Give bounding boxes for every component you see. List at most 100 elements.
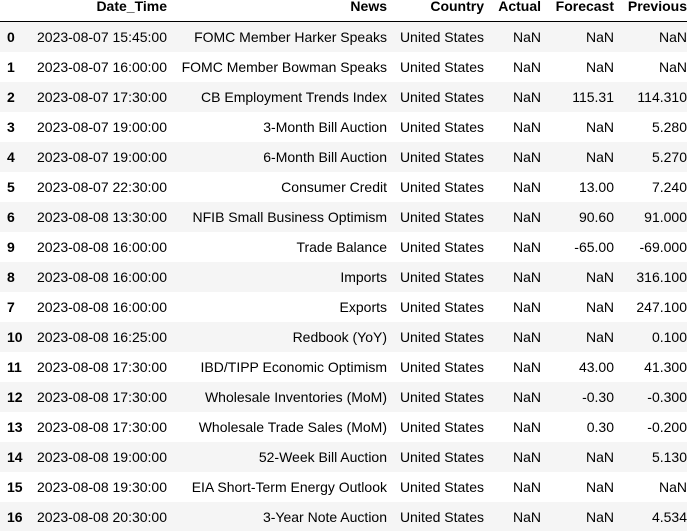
table-row: 1 2023-08-07 16:00:00 FOMC Member Bowman S… [0,52,687,82]
table-row: 16 2023-08-08 20:30:00 3-Year Note Auction… [0,502,687,531]
cell-forecast: NaN [585,59,614,75]
header-index [0,0,30,22]
cell-previous: 4.534 [651,509,687,525]
header-country: Country [430,0,484,14]
table-row: 14 2023-08-08 19:00:00 52-Week Bill Auctio… [0,442,687,472]
row-index: 13 [7,419,23,435]
cell-previous: NaN [658,29,687,45]
row-index: 16 [7,509,23,525]
table-row: 6 2023-08-08 13:30:00 NFIB Small Business … [0,202,687,232]
table-row: 4 2023-08-07 19:00:00 6-Month Bill Auction… [0,142,687,172]
cell-date-time: 2023-08-08 19:00:00 [37,449,167,465]
cell-news: EIA Short-Term Energy Outlook [191,479,387,495]
table-row: 9 2023-08-08 16:00:00 Trade Balance United … [0,232,687,262]
row-index: 15 [7,479,23,495]
cell-actual: NaN [512,269,541,285]
table-row: 3 2023-08-07 19:00:00 3-Month Bill Auction… [0,112,687,142]
cell-country: United States [399,89,484,105]
cell-news: 3-Month Bill Auction [263,119,387,135]
cell-news: NFIB Small Business Optimism [192,209,387,225]
cell-date-time: 2023-08-08 16:00:00 [37,299,167,315]
cell-news: Redbook (YoY) [292,329,387,345]
cell-country: United States [399,449,484,465]
cell-country: United States [399,329,484,345]
cell-news: Imports [340,269,387,285]
cell-date-time: 2023-08-08 20:30:00 [37,509,167,525]
cell-news: IBD/TIPP Economic Optimism [200,359,387,375]
table-row: 7 2023-08-08 16:00:00 Exports United States… [0,292,687,322]
cell-previous: -69.000 [639,239,687,255]
row-index: 14 [7,449,23,465]
cell-country: United States [399,119,484,135]
cell-country: United States [399,179,484,195]
cell-previous: 247.100 [636,299,687,315]
header-news: News [350,0,387,14]
cell-country: United States [399,29,484,45]
cell-country: United States [399,149,484,165]
cell-news: Wholesale Inventories (MoM) [204,389,387,405]
cell-actual: NaN [512,209,541,225]
cell-actual: NaN [512,389,541,405]
cell-forecast: NaN [585,299,614,315]
cell-forecast: NaN [585,119,614,135]
table-row: 10 2023-08-08 16:25:00 Redbook (YoY) United… [0,322,687,352]
cell-actual: NaN [512,59,541,75]
cell-date-time: 2023-08-08 19:30:00 [37,479,167,495]
cell-date-time: 2023-08-08 13:30:00 [37,209,167,225]
cell-country: United States [399,389,484,405]
table-row: 12 2023-08-08 17:30:00 Wholesale Inventori… [0,382,687,412]
cell-actual: NaN [512,89,541,105]
row-index: 4 [7,149,15,165]
cell-date-time: 2023-08-08 16:25:00 [37,329,167,345]
cell-actual: NaN [512,419,541,435]
cell-country: United States [399,509,484,525]
cell-actual: NaN [512,359,541,375]
header-forecast: Forecast [555,0,614,14]
cell-date-time: 2023-08-07 19:00:00 [37,119,167,135]
header-actual: Actual [498,0,541,14]
header-row: Date_Time News Country Actual Forecast P… [0,0,687,22]
cell-previous: 114.310 [637,89,687,105]
cell-news: 6-Month Bill Auction [263,149,387,165]
row-index: 7 [7,299,15,315]
cell-news: CB Employment Trends Index [201,89,387,105]
cell-forecast: 13.00 [578,179,614,195]
cell-previous: -0.200 [647,419,687,435]
cell-news: Wholesale Trade Sales (MoM) [198,419,387,435]
cell-forecast: NaN [585,269,614,285]
cell-actual: NaN [512,179,541,195]
cell-date-time: 2023-08-07 19:00:00 [37,149,167,165]
row-index: 12 [7,389,23,405]
cell-previous: 7.240 [651,179,687,195]
row-index: 5 [7,179,15,195]
row-index: 2 [7,89,15,105]
cell-country: United States [399,359,484,375]
cell-news: FOMC Member Harker Speaks [194,29,387,45]
cell-news: Trade Balance [296,239,387,255]
cell-previous: 5.280 [651,119,687,135]
table-row: 13 2023-08-08 17:30:00 Wholesale Trade Sal… [0,412,687,442]
cell-forecast: -0.30 [582,389,614,405]
cell-forecast: -65.00 [574,239,614,255]
cell-previous: 0.100 [651,329,687,345]
cell-news: Consumer Credit [281,179,387,195]
row-index: 0 [7,29,15,45]
cell-date-time: 2023-08-08 17:30:00 [37,419,167,435]
cell-previous: 316.100 [636,269,687,285]
row-index: 1 [7,59,15,75]
row-index: 9 [7,239,15,255]
cell-actual: NaN [512,149,541,165]
cell-actual: NaN [512,479,541,495]
cell-forecast: 0.30 [586,419,614,435]
cell-forecast: NaN [585,479,614,495]
cell-country: United States [399,239,484,255]
cell-date-time: 2023-08-07 22:30:00 [37,179,167,195]
cell-forecast: NaN [585,29,614,45]
cell-news: FOMC Member Bowman Speaks [181,59,387,75]
cell-country: United States [399,479,484,495]
table-row: 5 2023-08-07 22:30:00 Consumer Credit Unite… [0,172,687,202]
cell-country: United States [399,59,484,75]
cell-country: United States [399,419,484,435]
header-previous: Previous [627,0,687,14]
